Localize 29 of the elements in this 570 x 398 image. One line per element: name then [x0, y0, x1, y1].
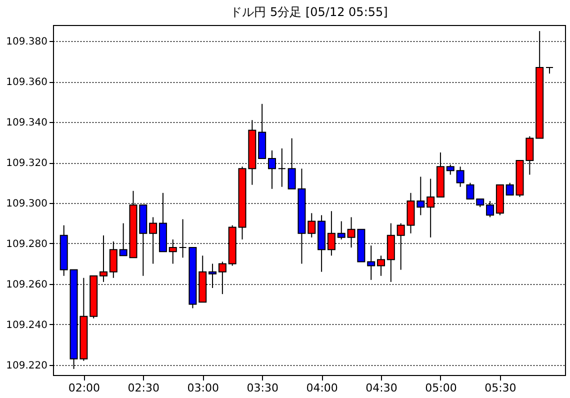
x-tick-label: 04:00 — [306, 382, 338, 394]
chart-title: ドル円 5分足 [05/12 05:55] — [230, 5, 388, 19]
y-tick-label: 109.380 — [6, 36, 48, 48]
candlestick — [149, 216, 158, 264]
candlestick — [377, 255, 386, 276]
candlestick — [337, 220, 346, 240]
candlestick — [466, 182, 474, 200]
x-tick-label: 03:00 — [187, 382, 219, 394]
candlestick — [506, 182, 514, 196]
x-tick-label: 02:00 — [68, 382, 100, 394]
y-tick-label: 109.220 — [6, 360, 48, 372]
y-tick-label: 109.300 — [6, 198, 48, 210]
candlestick — [178, 218, 187, 258]
x-tick-label: 02:30 — [128, 382, 160, 394]
candlestick — [308, 212, 316, 238]
y-tick-label: 109.280 — [6, 238, 48, 250]
candlestick — [367, 245, 376, 280]
y-tick-label: 109.320 — [6, 158, 48, 170]
y-tick-label: 109.360 — [6, 77, 48, 88]
y-tick-label: 109.240 — [6, 320, 48, 331]
x-tick-label: 04:30 — [366, 382, 398, 394]
candlestick — [546, 66, 554, 74]
x-tick-label: 03:30 — [246, 382, 278, 394]
candlestick — [456, 166, 464, 188]
y-tick-label: 109.340 — [6, 118, 48, 129]
x-tick-label: 05:30 — [484, 382, 516, 394]
x-tick-label: 05:00 — [425, 382, 457, 394]
y-tick-label: 109.260 — [6, 279, 48, 290]
candlestick — [278, 148, 286, 188]
